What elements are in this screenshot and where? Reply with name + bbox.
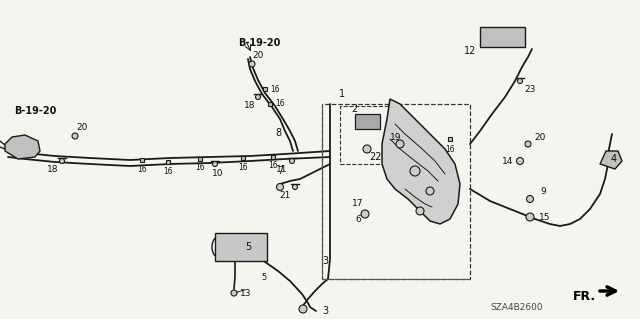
Text: 8: 8 [275,128,281,138]
Bar [268,102,272,106]
Polygon shape [382,99,460,224]
Circle shape [396,140,404,148]
Text: 16: 16 [275,100,285,108]
Bar [241,156,245,160]
Text: 12: 12 [464,46,476,56]
Text: 16: 16 [195,164,205,173]
Circle shape [60,159,65,164]
Text: 5: 5 [261,272,267,281]
Circle shape [231,290,237,296]
Circle shape [292,184,298,189]
Text: 14: 14 [502,157,514,166]
Text: 16: 16 [163,167,173,175]
Circle shape [527,196,534,203]
Text: 20: 20 [76,122,88,131]
Text: 7: 7 [277,166,283,176]
Circle shape [361,210,369,218]
Circle shape [525,141,531,147]
Text: B-19-20: B-19-20 [14,106,56,116]
Circle shape [426,187,434,195]
Text: 21: 21 [279,190,291,199]
Text: 3: 3 [322,256,328,266]
Text: 9: 9 [540,187,546,196]
Text: 20: 20 [252,50,264,60]
Text: 13: 13 [240,288,252,298]
Text: 10: 10 [212,168,224,177]
Text: B-19-20: B-19-20 [238,38,280,48]
Text: 16: 16 [445,145,455,153]
Circle shape [72,133,78,139]
Text: 2: 2 [351,104,357,114]
Circle shape [276,183,284,190]
Circle shape [516,158,524,165]
Text: 20: 20 [534,132,546,142]
Bar [166,160,170,164]
Bar [340,106,400,164]
Circle shape [299,305,307,313]
Text: 18: 18 [244,101,256,110]
Circle shape [289,159,294,164]
Text: 19: 19 [390,132,402,142]
Bar [215,233,267,261]
Bar [198,157,202,161]
Text: 18: 18 [47,166,59,174]
Text: 22: 22 [369,152,381,162]
Text: 16: 16 [270,85,280,93]
Text: 3: 3 [322,306,328,316]
Polygon shape [5,135,40,159]
Bar [322,104,470,279]
Text: 1: 1 [339,89,345,99]
Polygon shape [600,151,622,169]
Text: 6: 6 [355,214,361,224]
Bar [480,27,525,47]
Text: FR.: FR. [573,291,596,303]
Text: 16: 16 [268,161,278,170]
Bar [140,158,144,162]
Circle shape [416,207,424,215]
Bar [355,114,380,129]
Text: 16: 16 [238,162,248,172]
Text: 17: 17 [352,199,364,209]
Text: SZA4B2600: SZA4B2600 [490,303,543,312]
Text: 16: 16 [137,165,147,174]
Text: 23: 23 [524,85,536,93]
Circle shape [410,166,420,176]
Bar [448,137,452,141]
Bar [271,155,275,159]
Text: 11: 11 [276,165,288,174]
Text: 15: 15 [540,212,551,221]
Circle shape [526,213,534,221]
Circle shape [249,61,255,67]
Text: 4: 4 [611,154,617,164]
Text: 5: 5 [245,242,251,252]
Circle shape [255,94,260,100]
Circle shape [363,145,371,153]
Circle shape [212,161,218,167]
Bar [263,87,267,91]
Circle shape [518,78,522,84]
